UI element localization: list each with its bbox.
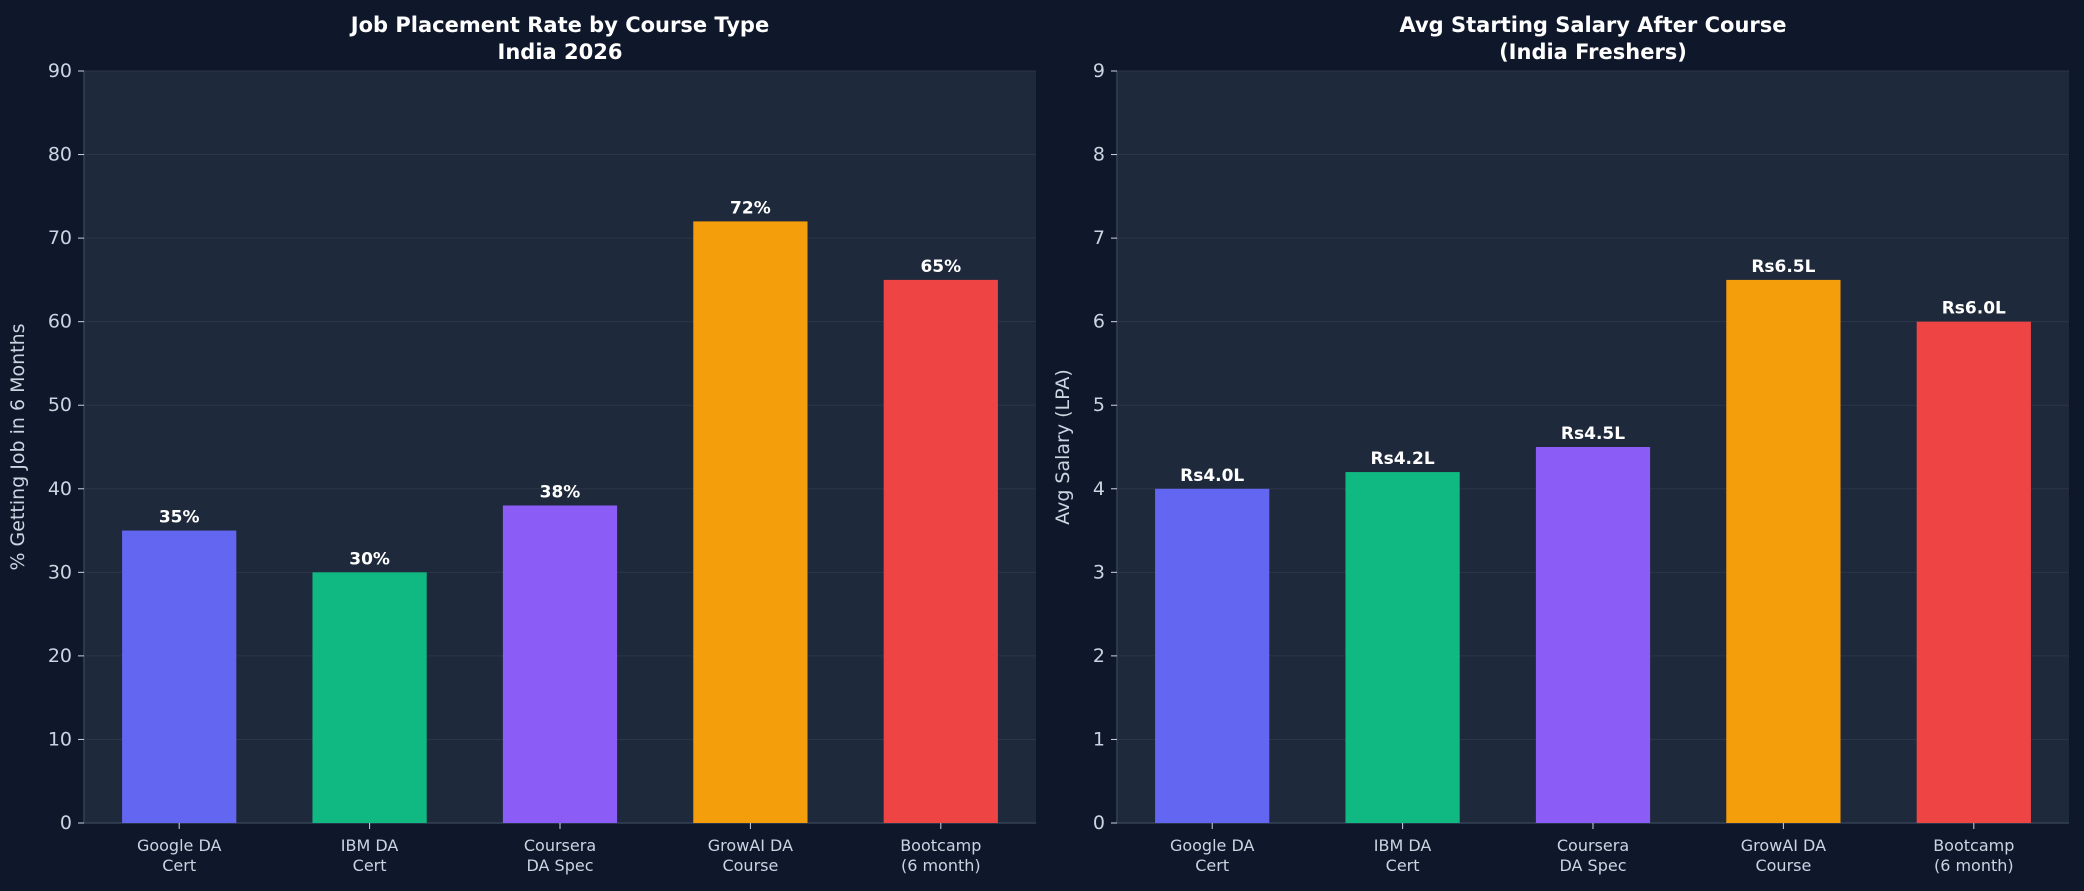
x-tick-label: IBM DA Cert: [341, 836, 399, 875]
data-label: 38%: [540, 482, 581, 502]
x-tick-label: IBM DA Cert: [1374, 836, 1432, 875]
y-tick-label: 9: [1093, 60, 1105, 82]
bar: [502, 505, 618, 823]
chart-panel-2: 0 1 2 3 4 5 6 7 8 9 Rs4.0L Google DA Cert Rs4.2L IBM D…: [1052, 13, 2069, 875]
data-label: 30%: [349, 549, 390, 569]
y-tick-label: 70: [48, 227, 72, 249]
data-label: Rs4.0L: [1180, 466, 1244, 486]
bar: [883, 279, 998, 823]
data-label: Rs4.2L: [1371, 449, 1435, 469]
y-tick-label: 60: [48, 311, 72, 333]
bar: [122, 530, 237, 823]
y-tick-label: 30: [48, 561, 72, 583]
y-axis-label: % Getting Job in 6 Months: [7, 323, 29, 570]
data-label: 72%: [730, 198, 771, 218]
bar: [1345, 472, 1460, 823]
y-tick-label: 0: [60, 812, 72, 834]
bar: [693, 221, 808, 823]
y-tick-label: 5: [1093, 394, 1105, 416]
bar: [1535, 447, 1651, 823]
bar: [312, 572, 427, 823]
data-label: Rs4.5L: [1561, 424, 1625, 444]
x-tick-label: Bootcamp (6 month): [1933, 836, 2014, 875]
x-tick-label: Bootcamp (6 month): [900, 836, 981, 875]
data-label: 65%: [920, 257, 961, 277]
data-label: 35%: [159, 508, 200, 528]
y-tick-label: 3: [1093, 561, 1105, 583]
bar: [1155, 488, 1270, 823]
data-label: Rs6.5L: [1751, 257, 1815, 277]
y-tick-label: 6: [1093, 311, 1105, 333]
chart-title: Avg Starting Salary After Course (India F…: [1399, 13, 1786, 64]
bar: [1726, 279, 1841, 823]
y-tick-label: 20: [48, 645, 72, 667]
y-tick-label: 1: [1093, 728, 1105, 750]
data-label: Rs6.0L: [1942, 299, 2006, 319]
x-tick-label: Coursera DA Spec: [524, 836, 596, 875]
chart-panel-1: 0 10 20 30 40 50 60 70 80 90 35% Google DA Cert 30% IB…: [7, 13, 1036, 875]
y-tick-label: 4: [1093, 478, 1105, 500]
chart-title: Job Placement Rate by Course Type India 2…: [349, 13, 769, 64]
x-tick-label: Google DA Cert: [137, 836, 222, 875]
y-tick-label: 10: [48, 728, 72, 750]
y-tick-label: 2: [1093, 645, 1105, 667]
bar: [1916, 321, 2031, 823]
x-tick-label: GrowAI DA Course: [708, 836, 793, 875]
x-tick-label: Coursera DA Spec: [1557, 836, 1629, 875]
y-tick-label: 80: [48, 144, 72, 166]
x-tick-label: Google DA Cert: [1170, 836, 1255, 875]
y-tick-label: 8: [1093, 144, 1105, 166]
y-tick-label: 90: [48, 60, 72, 82]
y-tick-label: 0: [1093, 812, 1105, 834]
x-tick-label: GrowAI DA Course: [1741, 836, 1826, 875]
y-tick-label: 40: [48, 478, 72, 500]
y-tick-label: 7: [1093, 227, 1105, 249]
y-tick-label: 50: [48, 394, 72, 416]
y-axis-label: Avg Salary (LPA): [1052, 369, 1074, 525]
